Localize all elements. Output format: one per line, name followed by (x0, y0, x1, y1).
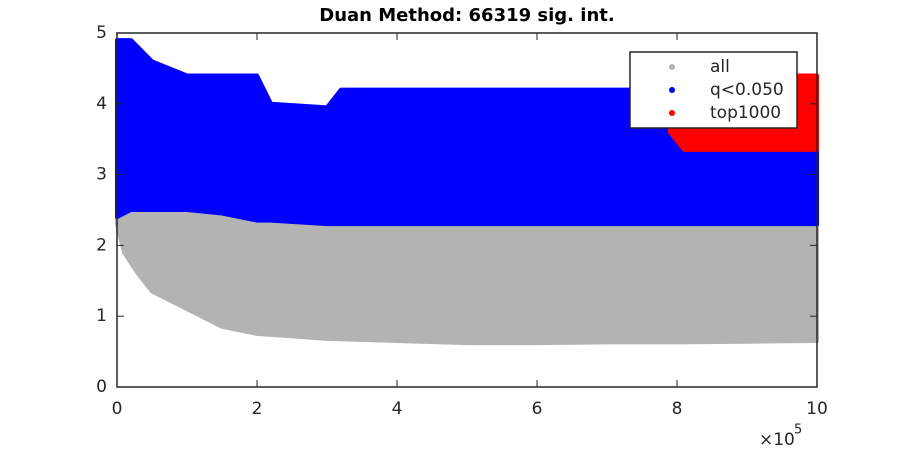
x-multiplier-base: ×10 (759, 430, 795, 450)
y-tick-label: 4 (96, 94, 107, 114)
y-tick-label: 1 (96, 306, 107, 326)
legend-box (629, 51, 798, 129)
x-tick-label: 8 (672, 399, 683, 419)
y-tick-label: 5 (96, 23, 107, 43)
legend-label: q<0.050 (710, 80, 784, 100)
legend-marker (669, 87, 675, 93)
y-tick-label: 3 (96, 165, 107, 185)
legend-marker (669, 110, 675, 116)
y-tick-label: 2 (96, 235, 107, 255)
x-tick-label: 0 (112, 399, 123, 419)
legend-marker (669, 64, 675, 70)
x-tick-label: 4 (392, 399, 403, 419)
legend-label: all (710, 57, 730, 77)
x-tick-label: 10 (806, 399, 828, 419)
x-tick-label: 6 (532, 399, 543, 419)
chart-title: Duan Method: 66319 sig. int. (319, 5, 614, 26)
x-multiplier-exponent: 5 (794, 423, 802, 438)
x-tick-label: 2 (252, 399, 263, 419)
legend-label: top1000 (710, 103, 781, 123)
y-tick-label: 0 (96, 377, 107, 397)
axes-box (116, 32, 818, 388)
